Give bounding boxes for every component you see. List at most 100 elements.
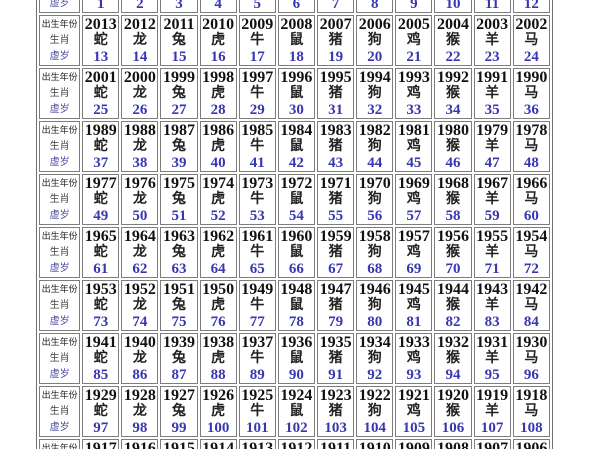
year-zodiac-age-cell: 1933 鸡 93	[395, 333, 433, 384]
zodiac-animal-value: 龙	[132, 351, 147, 366]
nominal-age-value: 73	[93, 314, 109, 330]
row-labels-cell: 出生年份生肖虚岁	[39, 386, 81, 437]
nominal-age-value: 85	[93, 367, 109, 383]
nominal-age-value: 82	[445, 314, 461, 330]
zodiac-animal-value: 鼠	[289, 298, 304, 313]
birth-year-label: 出生年份	[41, 72, 78, 82]
table-block-row: 出生年份 生肖 虚岁 2013 蛇 13 2012 龙 14 2011 兔 15 2010 虎 16 2009…	[39, 15, 550, 66]
table-block-row: 出生年份生肖虚岁1917 1916 1915 1914 1913 1912 1911 1910…	[39, 439, 550, 449]
zodiac-animal-value: 兔	[172, 86, 186, 101]
row-labels-cell: 出生年份生肖虚岁	[39, 68, 81, 119]
year-value: 1985	[241, 122, 274, 139]
nominal-age-value: 97	[93, 420, 109, 436]
nominal-age-value: 102	[285, 420, 308, 436]
year-value: 1941	[84, 334, 117, 351]
zodiac-animal-value: 鼠	[289, 139, 304, 154]
zodiac-label: 生肖	[49, 406, 70, 417]
nominal-age-value: 30	[288, 102, 304, 118]
year-value: 2006	[358, 16, 391, 33]
year-zodiac-age-cell: 1908	[434, 439, 472, 449]
zodiac-animal-value: 羊	[485, 192, 500, 207]
year-zodiac-age-cell: 2007 猪 19	[317, 15, 355, 66]
year-zodiac-age-cell: 1973 牛 53	[238, 174, 276, 225]
zodiac-animal-value: 兔	[172, 298, 186, 313]
nominal-age-value: 24	[523, 49, 539, 65]
zodiac-animal-value: 鼠	[289, 404, 304, 419]
year-value: 1918	[515, 387, 548, 404]
year-value: 1947	[319, 281, 352, 298]
nominal-age-value: 5	[253, 0, 262, 12]
nominal-age-value: 100	[206, 420, 230, 436]
zodiac-animal-value: 兔	[172, 33, 186, 48]
year-value: 1911	[320, 440, 352, 449]
nominal-age-value: 89	[249, 367, 265, 383]
zodiac-animal-value: 虎	[211, 86, 226, 101]
year-value: 2010	[202, 16, 235, 33]
zodiac-animal-value: 猴	[445, 139, 460, 154]
year-value: 1980	[436, 122, 469, 139]
year-value: 1958	[358, 228, 391, 245]
nominal-age-value: 45	[406, 155, 422, 171]
nominal-age-label: 虚岁	[49, 316, 70, 327]
year-zodiac-age-cell: 7	[317, 0, 355, 13]
zodiac-animal-value: 虎	[211, 298, 226, 313]
birth-year-label: 出生年份	[41, 390, 78, 400]
zodiac-animal-value: 马	[524, 192, 539, 207]
year-zodiac-age-cell: 1946 狗 80	[356, 280, 394, 331]
year-zodiac-age-cell: 4	[199, 0, 237, 13]
zodiac-animal-value: 龙	[132, 139, 147, 154]
year-zodiac-age-cell: 1955 羊 71	[473, 227, 511, 278]
nominal-age-value: 86	[132, 367, 148, 383]
year-zodiac-age-cell: 1924 鼠 102	[277, 386, 315, 437]
nominal-age-value: 7	[331, 0, 340, 12]
zodiac-animal-value: 鸡	[406, 139, 421, 154]
year-value: 1993	[397, 69, 430, 86]
zodiac-animal-value: 狗	[367, 86, 382, 101]
nominal-age-value: 4	[214, 0, 222, 12]
nominal-age-value: 57	[406, 208, 422, 224]
nominal-age-value: 95	[484, 367, 500, 383]
nominal-age-value: 52	[210, 208, 226, 224]
year-zodiac-age-cell: 1942 马 84	[512, 280, 550, 331]
year-zodiac-age-cell: 1951 兔 75	[160, 280, 198, 331]
zodiac-animal-value: 蛇	[93, 192, 108, 207]
nominal-age-value: 92	[367, 367, 383, 383]
year-zodiac-age-cell: 1906	[512, 439, 550, 449]
birth-year-label: 出生年份	[41, 337, 78, 347]
year-zodiac-age-cell: 1937 牛 89	[238, 333, 276, 384]
year-zodiac-age-cell: 1998 虎 28	[199, 68, 237, 119]
year-value: 1999	[163, 69, 195, 86]
year-zodiac-age-cell: 1966 马 60	[512, 174, 550, 225]
year-zodiac-age-cell: 1969 鸡 57	[395, 174, 433, 225]
year-zodiac-age-cell: 1978 马 48	[512, 121, 550, 172]
year-zodiac-age-cell: 1915	[160, 439, 198, 449]
year-zodiac-age-cell: 1910	[356, 439, 394, 449]
zodiac-animal-value: 虎	[211, 351, 226, 366]
year-value: 1930	[515, 334, 548, 351]
year-zodiac-age-cell: 1949 牛 77	[238, 280, 276, 331]
zodiac-animal-value: 鸡	[406, 86, 421, 101]
nominal-age-value: 96	[523, 367, 539, 383]
zodiac-animal-value: 牛	[250, 192, 265, 207]
nominal-age-value: 38	[132, 155, 148, 171]
nominal-age-value: 10	[445, 0, 461, 12]
year-zodiac-age-cell: 1916	[121, 439, 159, 449]
zodiac-animal-value: 蛇	[93, 351, 108, 366]
nominal-age-value: 62	[132, 261, 148, 277]
year-value: 1907	[476, 440, 509, 449]
year-value: 1948	[280, 281, 313, 298]
zodiac-animal-value: 兔	[172, 139, 186, 154]
year-value: 2009	[241, 16, 274, 33]
year-value: 1939	[163, 334, 195, 351]
zodiac-animal-value: 羊	[485, 245, 500, 260]
zodiac-animal-value: 羊	[485, 86, 500, 101]
zodiac-animal-value: 猪	[328, 245, 343, 260]
nominal-age-value: 80	[367, 314, 383, 330]
zodiac-animal-value: 羊	[485, 404, 500, 419]
zodiac-animal-value: 蛇	[93, 245, 108, 260]
nominal-age-value: 59	[484, 208, 500, 224]
year-value: 1938	[202, 334, 235, 351]
year-zodiac-age-cell: 1920 猴 106	[434, 386, 472, 437]
year-zodiac-age-cell: 1994 狗 32	[356, 68, 394, 119]
year-zodiac-age-cell: 1963 兔 63	[160, 227, 198, 278]
